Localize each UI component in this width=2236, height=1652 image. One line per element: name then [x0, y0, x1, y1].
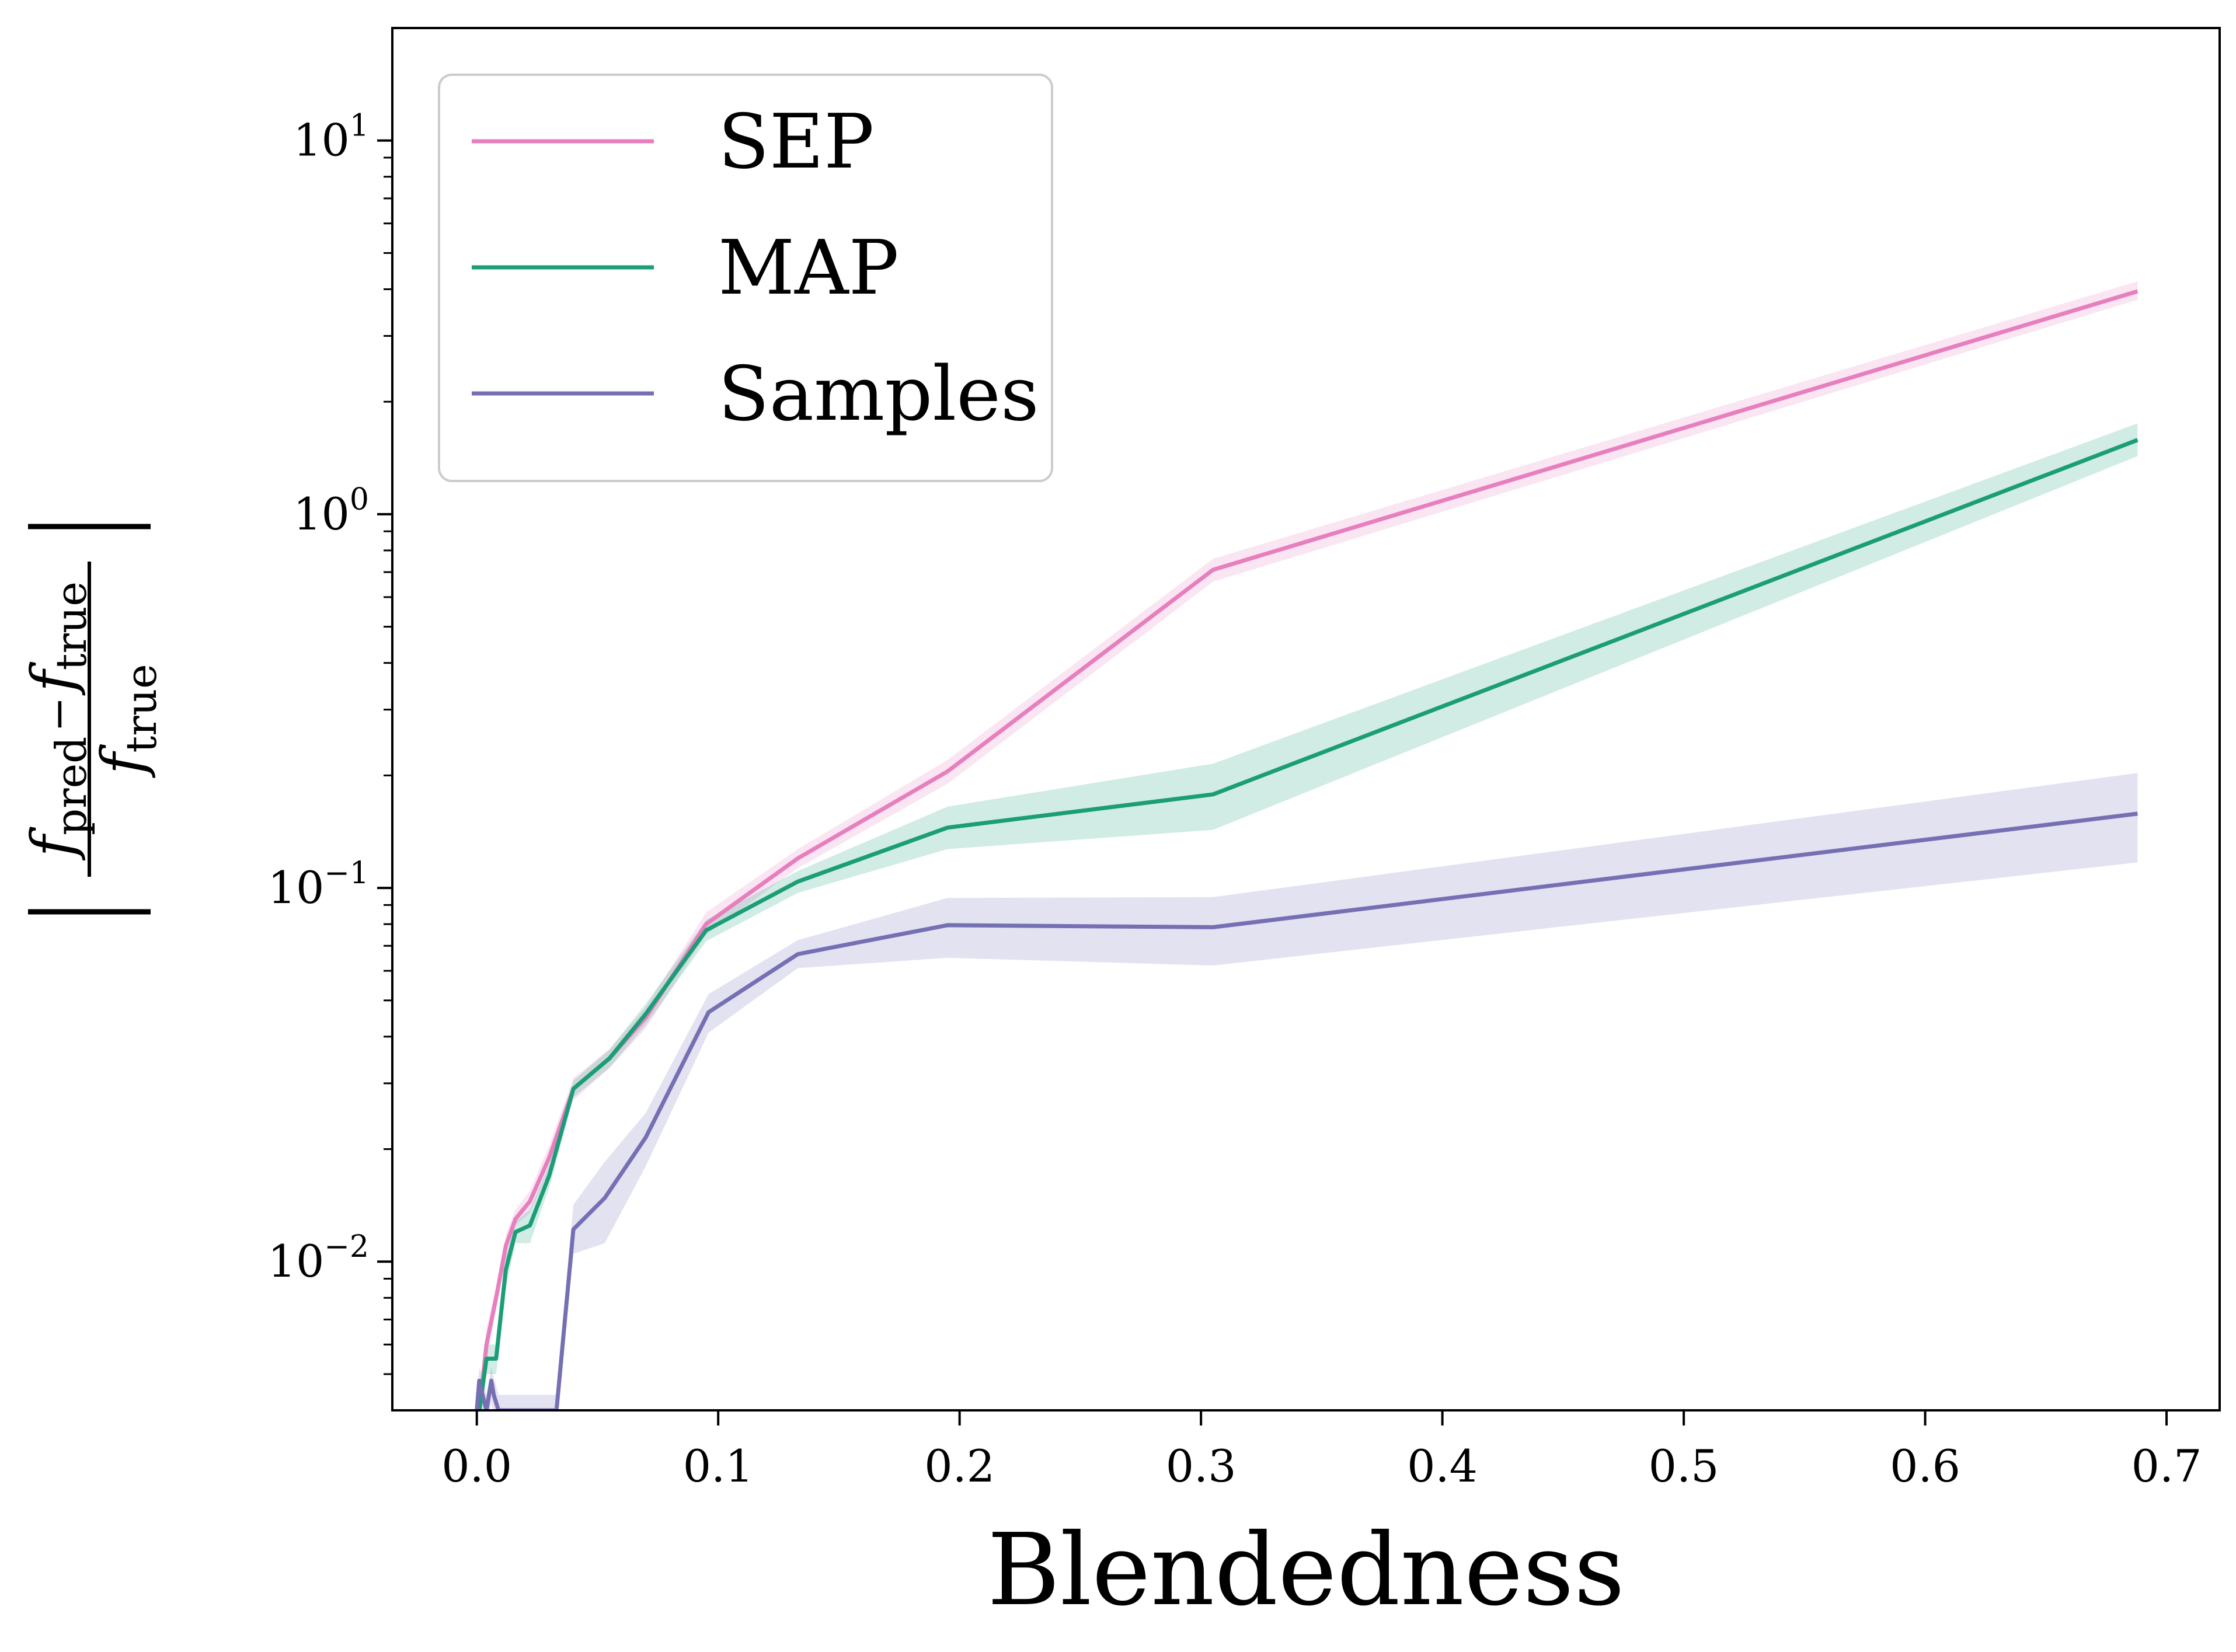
x-tick-label: 0.7	[2131, 1440, 2202, 1492]
series-lines	[475, 289, 2139, 1410]
x-tick-label: 0.0	[441, 1440, 512, 1492]
x-tick-label: 0.3	[1166, 1440, 1237, 1492]
y-title-den-sub: true	[117, 664, 166, 752]
y-title-denominator: ftrue	[89, 664, 166, 778]
line-map	[477, 438, 2139, 1410]
x-tick-label: 0.2	[924, 1440, 995, 1492]
y-title-minus: −	[34, 696, 83, 731]
y-axis-ticks: 10−2 10−1 100 101	[268, 109, 392, 1375]
band-sep	[479, 281, 2138, 1410]
y-tick-label: 100	[293, 482, 369, 540]
y-tick-label: 10−2	[268, 1229, 369, 1287]
y-tick-label: 10−1	[268, 856, 369, 914]
y-title-num-sub2: true	[47, 581, 96, 670]
legend-label-samples: Samples	[718, 351, 1039, 438]
band-samples	[476, 773, 2138, 1410]
legend-label-sep: SEP	[718, 99, 874, 186]
x-axis-ticks: 0.0 0.1 0.2 0.3 0.4 0.5 0.6 0.7	[441, 1410, 2202, 1492]
x-axis-title: Blendedness	[987, 1512, 1625, 1628]
y-tick-label: 101	[293, 109, 369, 166]
band-map	[479, 423, 2138, 1410]
x-tick-label: 0.6	[1890, 1440, 1960, 1492]
x-tick-label: 0.4	[1407, 1440, 1478, 1492]
y-axis-title: fpred−ftrue ftrue	[19, 524, 166, 915]
line-samples	[475, 811, 2138, 1410]
plot-frame	[391, 27, 2221, 1411]
legend-box	[438, 74, 1053, 482]
legend-label-map: MAP	[718, 225, 899, 312]
y-title-num-sub1: pred	[47, 737, 96, 835]
legend: SEP MAP Samples	[438, 74, 1053, 482]
confidence-bands	[476, 281, 2138, 1410]
y-title-numerator: fpred−ftrue	[19, 581, 96, 861]
x-tick-label: 0.5	[1649, 1440, 1719, 1492]
x-tick-label: 0.1	[683, 1440, 754, 1492]
